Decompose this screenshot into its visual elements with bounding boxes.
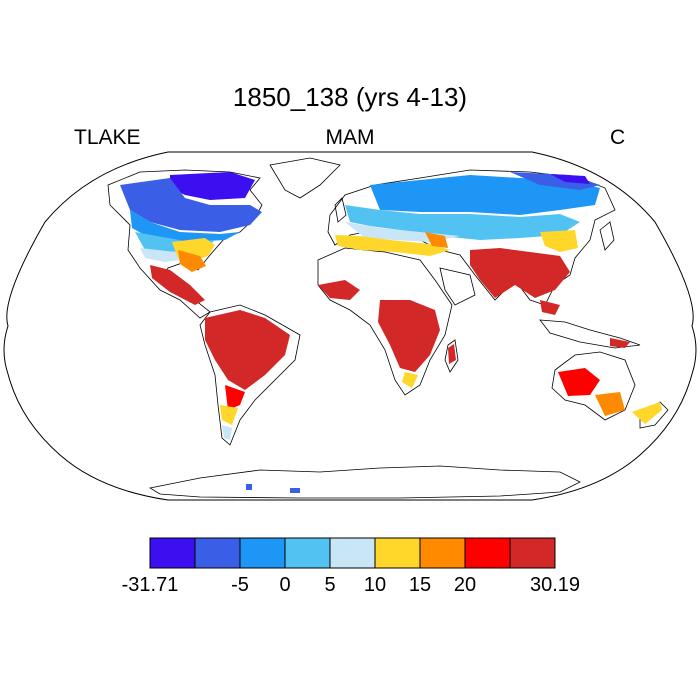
uk-coast bbox=[334, 197, 347, 223]
colorbar-box bbox=[194, 537, 241, 569]
coastlines bbox=[107, 157, 669, 499]
colorbar-tick-label: 30.19 bbox=[530, 574, 580, 596]
colorbar-tick-label: 0 bbox=[279, 574, 290, 596]
colorbar-box bbox=[149, 537, 196, 569]
field-patch bbox=[610, 338, 630, 348]
field-patch bbox=[448, 344, 456, 364]
colorbar-tick-label: 10 bbox=[364, 574, 386, 596]
colorbar-box bbox=[464, 537, 511, 569]
field-patch bbox=[558, 368, 600, 396]
field-patch bbox=[220, 405, 238, 425]
colorbar-tick-label: 15 bbox=[409, 574, 431, 596]
japan-coast bbox=[599, 221, 615, 251]
indonesia-coast bbox=[539, 319, 641, 349]
colorbar-boxes bbox=[149, 537, 556, 569]
madagascar-coast bbox=[444, 339, 459, 373]
africa-coast bbox=[317, 247, 453, 396]
antarctica-coast bbox=[148, 465, 581, 499]
north-america-coast bbox=[107, 169, 263, 319]
field-patch bbox=[595, 392, 625, 416]
units-label: C bbox=[610, 126, 626, 149]
field-patch bbox=[222, 425, 232, 440]
field-patch bbox=[178, 250, 206, 272]
plot-title: 1850_138 (yrs 4-13) bbox=[232, 82, 468, 112]
field-patch bbox=[318, 280, 360, 300]
field-patch bbox=[170, 172, 255, 200]
colorbar-box bbox=[284, 537, 331, 569]
field-patch bbox=[470, 248, 570, 298]
colorbar-box bbox=[374, 537, 421, 569]
field-patch bbox=[550, 174, 590, 184]
colorbar-tick-label: 20 bbox=[454, 574, 476, 596]
colorbar-tick-label: 5 bbox=[324, 574, 335, 596]
field-patch bbox=[378, 300, 440, 372]
field-patch bbox=[345, 205, 580, 240]
greenland-coast bbox=[269, 157, 341, 199]
field-patch bbox=[205, 310, 290, 390]
colorbar-box bbox=[419, 537, 466, 569]
colorbar-tick-label: -31.71 bbox=[122, 574, 179, 596]
field-patch bbox=[540, 300, 560, 315]
colorbar-tick-label: -5 bbox=[231, 574, 249, 596]
colorbar-tick-labels: -31.71 -5 0 5 10 15 20 30.19 bbox=[122, 574, 580, 596]
season-label: MAM bbox=[325, 126, 375, 149]
arabia-coast bbox=[439, 267, 476, 306]
tlake-field bbox=[120, 172, 662, 493]
field-patch bbox=[290, 488, 300, 493]
field-patch bbox=[540, 230, 578, 252]
colorbar-box bbox=[509, 537, 556, 569]
field-patch bbox=[225, 385, 245, 410]
field-patch bbox=[425, 232, 448, 248]
field-patch bbox=[510, 172, 600, 190]
field-patch bbox=[402, 372, 418, 388]
field-patch bbox=[150, 265, 205, 305]
variable-label: TLAKE bbox=[74, 126, 141, 149]
field-patch bbox=[130, 210, 240, 242]
colorbar-box bbox=[329, 537, 376, 569]
field-patch bbox=[246, 484, 252, 490]
field-patch bbox=[632, 402, 662, 424]
field-patch bbox=[335, 235, 450, 256]
south-america-coast bbox=[199, 304, 301, 446]
colorbar-box bbox=[239, 537, 286, 569]
field-patch bbox=[120, 178, 262, 232]
